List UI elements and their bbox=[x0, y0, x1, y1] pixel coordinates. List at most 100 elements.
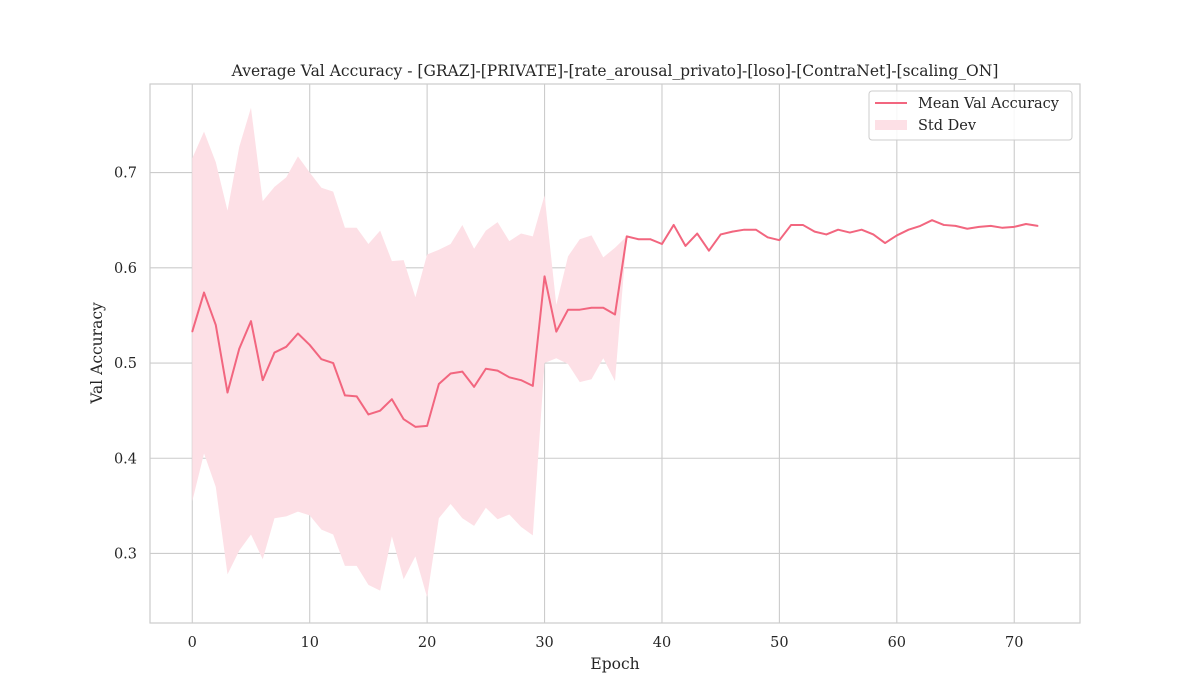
x-tick-label: 30 bbox=[535, 635, 553, 651]
data-point bbox=[367, 413, 370, 416]
data-point bbox=[449, 372, 452, 375]
data-point bbox=[414, 426, 417, 428]
data-point bbox=[872, 233, 875, 236]
data-point bbox=[438, 383, 440, 385]
data-point bbox=[778, 239, 781, 241]
data-point bbox=[813, 230, 816, 233]
data-point bbox=[285, 346, 288, 348]
data-point bbox=[625, 235, 628, 238]
y-axis-ticks: 0.3 0.4 0.5 0.6 0.7 bbox=[114, 166, 137, 563]
data-point bbox=[461, 370, 464, 373]
x-tick-label: 50 bbox=[770, 635, 788, 651]
data-point bbox=[496, 369, 499, 372]
data-point bbox=[966, 227, 969, 230]
data-point bbox=[332, 362, 334, 364]
data-point bbox=[1036, 225, 1039, 227]
y-tick-label: 0.6 bbox=[114, 261, 137, 277]
legend-std-dev-swatch bbox=[875, 120, 907, 130]
data-point bbox=[532, 385, 534, 387]
y-tick-label: 0.5 bbox=[114, 356, 137, 372]
data-point bbox=[849, 231, 851, 234]
std-dev-band bbox=[192, 107, 627, 598]
data-point bbox=[261, 379, 264, 381]
data-point bbox=[555, 330, 558, 333]
legend-mean-label: Mean Val Accuracy bbox=[918, 96, 1060, 112]
std-dev-band-layer bbox=[192, 107, 627, 598]
data-point bbox=[790, 224, 792, 226]
x-tick-label: 0 bbox=[188, 635, 197, 651]
data-point bbox=[273, 351, 276, 354]
data-point bbox=[837, 228, 839, 231]
legend-std-dev-label: Std Dev bbox=[918, 118, 977, 134]
data-point bbox=[214, 324, 217, 326]
x-tick-label: 40 bbox=[653, 635, 671, 651]
plot-frame bbox=[149, 83, 1081, 624]
legend: Mean Val Accuracy Std Dev bbox=[868, 90, 1073, 141]
x-axis-ticks: 0 10 20 30 40 50 60 70 bbox=[188, 635, 1024, 651]
data-point bbox=[907, 228, 910, 231]
data-point bbox=[379, 409, 381, 412]
data-point bbox=[755, 228, 757, 231]
data-point bbox=[402, 418, 405, 421]
data-point bbox=[708, 249, 710, 252]
data-point bbox=[696, 232, 698, 235]
y-tick-label: 0.7 bbox=[114, 166, 137, 182]
data-point bbox=[320, 358, 323, 361]
data-point bbox=[731, 230, 734, 233]
x-tick-label: 10 bbox=[300, 635, 318, 651]
data-point bbox=[543, 275, 546, 278]
data-point bbox=[391, 398, 393, 401]
data-point bbox=[602, 306, 605, 309]
data-point bbox=[672, 224, 675, 226]
data-point bbox=[1001, 227, 1004, 229]
data-point bbox=[989, 225, 992, 227]
data-point bbox=[684, 245, 687, 247]
data-point bbox=[590, 306, 593, 309]
data-point bbox=[297, 332, 299, 335]
data-point bbox=[860, 228, 863, 231]
data-point bbox=[191, 330, 194, 333]
x-tick-label: 70 bbox=[1005, 635, 1023, 651]
data-point bbox=[1013, 226, 1016, 228]
data-point bbox=[578, 308, 581, 311]
data-point bbox=[884, 242, 886, 244]
data-point bbox=[226, 391, 229, 394]
data-point bbox=[355, 395, 358, 398]
data-point bbox=[766, 236, 769, 239]
y-tick-label: 0.3 bbox=[114, 546, 137, 562]
data-point bbox=[1025, 223, 1027, 225]
y-axis-label: Val Accuracy bbox=[88, 302, 106, 405]
legend-box bbox=[868, 90, 1073, 141]
data-point bbox=[520, 379, 522, 381]
data-point bbox=[344, 394, 346, 397]
data-point bbox=[508, 376, 511, 379]
data-point bbox=[426, 425, 428, 427]
data-point bbox=[250, 320, 252, 322]
y-tick-label: 0.4 bbox=[114, 451, 137, 467]
data-point bbox=[614, 313, 616, 316]
data-point bbox=[719, 233, 722, 236]
data-point bbox=[954, 225, 957, 227]
mean-line-layer bbox=[191, 219, 1039, 428]
data-point bbox=[942, 224, 945, 226]
data-point bbox=[473, 386, 475, 388]
data-point bbox=[896, 234, 898, 237]
data-point bbox=[978, 226, 980, 228]
data-point bbox=[308, 344, 311, 346]
x-tick-label: 20 bbox=[418, 635, 436, 651]
data-point bbox=[485, 367, 487, 370]
data-point bbox=[637, 238, 640, 241]
data-point bbox=[931, 219, 933, 221]
data-point bbox=[238, 347, 241, 350]
data-point bbox=[649, 238, 652, 241]
data-point bbox=[743, 228, 745, 231]
data-point bbox=[567, 308, 569, 311]
data-point bbox=[802, 224, 804, 226]
x-tick-label: 60 bbox=[888, 635, 906, 651]
data-point bbox=[825, 233, 828, 236]
chart-title: Average Val Accuracy - [GRAZ]-[PRIVATE]-… bbox=[231, 62, 999, 80]
data-point bbox=[661, 243, 663, 245]
data-point bbox=[919, 225, 922, 227]
x-axis-label: Epoch bbox=[590, 655, 639, 673]
